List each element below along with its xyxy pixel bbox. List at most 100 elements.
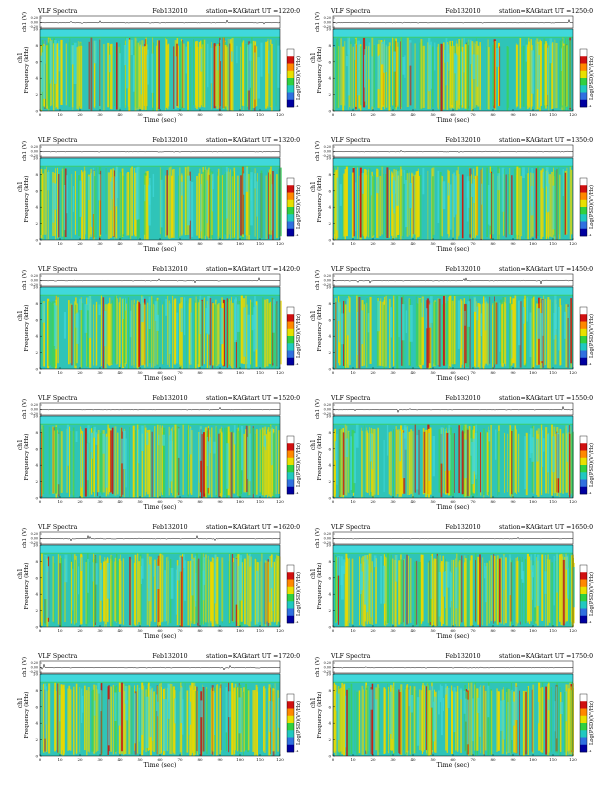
spectrogram-streak [437,555,439,626]
freq-tick-label: 2 [35,479,38,484]
spectrogram-gap [518,300,521,346]
freq-tick-label: 4 [328,76,331,81]
spectrogram-streak [334,555,337,622]
spectrogram-streak [482,557,484,626]
spectrogram-streak [229,554,230,623]
spectrogram-streak [198,42,201,108]
spectrogram-streak [570,426,572,495]
spectrogram-ylabel: Frequency (kHz) [316,305,323,352]
spectrogram-streak [404,301,406,369]
spectrogram-streak [400,166,402,240]
spectrogram-streak [206,688,208,754]
spectrogram-streak [444,295,446,366]
spectrogram-streak [475,682,477,756]
spectrogram-streak [482,685,485,755]
spectrogram-gap [73,42,77,84]
waveform-ylabel: ch1 (V) [21,528,28,548]
spectrogram-gap [434,696,437,731]
spectrogram-streak [562,556,563,626]
freq-tick-label: 2 [328,479,331,484]
spectrogram-streak [93,176,96,238]
spectrogram-gap [54,305,58,350]
spectrogram-streak [167,175,169,238]
spectrogram-streak [111,555,114,627]
spectrogram-streak [134,37,137,111]
spectrogram-streak [469,560,471,626]
spectrogram-gap [126,38,129,89]
spectrogram-streak [157,299,159,367]
spectrogram-gap [447,687,450,709]
colorbar-segment [580,78,587,86]
spectrogram-streak [58,682,60,753]
spectrogram-gap [355,424,359,448]
spectrogram-streak [177,45,179,108]
spectrogram-streak [533,297,534,368]
spectrogram-streak [154,559,156,623]
spectrogram-gap [125,438,127,488]
time-tick-label: 0 [39,112,42,117]
time-tick-label: 0 [332,757,335,762]
spectrogram-gap [158,434,160,446]
spectrogram-gap [473,296,476,312]
time-tick-label: 90 [510,241,516,246]
spectrogram-streak [219,37,221,111]
spectrogram-streak [366,298,369,367]
spectrogram-streak [68,300,70,365]
spectrogram-streak [78,46,80,107]
spectrogram-streak [547,684,550,756]
spectrogram-streak [562,559,565,626]
spectrogram-gap [238,565,240,610]
time-tick-label: 60 [450,370,456,375]
spectrogram-streak [486,562,488,626]
time-tick-label: 10 [350,370,356,375]
spectrogram-streak [461,555,463,623]
time-tick-label: 40 [410,112,416,117]
spectrogram-streak [487,561,489,624]
spectrogram-gap [370,175,372,196]
colorbar-frame [579,48,588,108]
spectrogram-gap [206,436,209,466]
time-tick-label: 30 [97,499,103,504]
spectrogram-streak [535,557,538,624]
spectrogram-streak [419,174,422,239]
spectrogram-gap [46,566,49,618]
spectrogram-gap [348,312,351,366]
time-tick-label: 90 [510,112,516,117]
spectrogram-streak [403,690,404,751]
spectrogram-streak [464,304,465,369]
spectrogram-gap [250,172,253,226]
spectrogram-gap [463,37,465,73]
spectrogram-streak [507,433,508,493]
spectrogram-gap [464,311,466,326]
spectrogram-gap [42,302,45,323]
spectrogram-streak [84,428,87,497]
spectrogram-streak [269,301,271,364]
spectrogram-gap [251,314,254,331]
spectrogram-streak [236,175,239,240]
spectrogram-streak [410,429,413,494]
colorbar-min-label: -4 [296,362,299,366]
spectrogram-streak [70,689,72,751]
spectrogram-gap [344,695,347,748]
colorbar-segment [580,207,587,215]
spectrogram-streak [562,45,565,111]
colorbar-segment [287,744,294,753]
spectrogram-gap [538,702,540,724]
freq-tick-label: 0 [35,238,38,243]
spectrogram-streak [146,44,148,107]
spectrogram-streak [411,685,414,754]
spectrogram-streak [117,560,120,622]
waveform-tick-label: 0.00 [31,666,38,670]
spectrogram-streak [209,169,212,239]
time-tick-label: 60 [157,241,163,246]
time-tick-label: 40 [410,241,416,246]
panel-title: VLF Spectra [330,137,371,144]
time-tick-label: 40 [117,370,123,375]
spectrogram-streak [212,557,215,627]
freq-tick-label: 6 [35,188,38,193]
waveform-line [40,19,281,25]
spectrogram-gap [79,298,83,311]
spectrogram-streak [365,169,368,236]
colorbar-segment [580,701,587,709]
spectrogram-streak [474,684,476,751]
